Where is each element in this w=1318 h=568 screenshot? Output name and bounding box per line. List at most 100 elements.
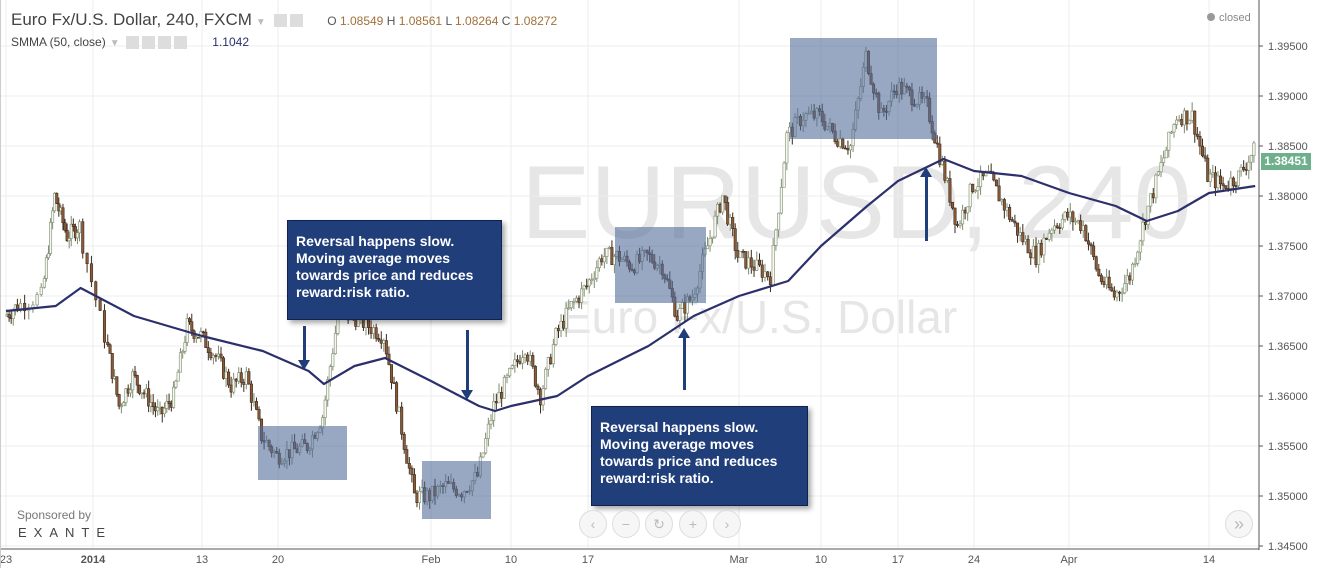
candle xyxy=(961,209,965,225)
zoom-out-button[interactable]: − xyxy=(612,510,640,538)
candle xyxy=(505,375,509,378)
high-label: H xyxy=(386,14,396,28)
candle xyxy=(782,162,786,188)
candle xyxy=(133,371,137,376)
ohlc-values: O 1.08549 H 1.08561 L 1.08264 C 1.08272 xyxy=(327,14,557,28)
candle xyxy=(326,379,330,401)
candle xyxy=(333,333,337,355)
candle xyxy=(1141,221,1145,242)
candle xyxy=(410,467,414,475)
candle xyxy=(412,474,416,494)
y-tick-label: 1.38000 xyxy=(1268,191,1308,203)
candle xyxy=(244,371,248,385)
candle xyxy=(721,195,725,213)
candle xyxy=(1125,275,1129,284)
source-icon[interactable] xyxy=(157,36,171,50)
candle xyxy=(131,371,135,391)
scroll-right-button[interactable]: › xyxy=(713,510,741,538)
candle xyxy=(1167,131,1171,151)
eye-icon[interactable] xyxy=(273,14,287,28)
highlight-box xyxy=(615,227,706,303)
candle xyxy=(1221,183,1225,186)
candle xyxy=(849,145,853,151)
candle xyxy=(1149,193,1153,207)
reset-button[interactable]: ↻ xyxy=(645,510,673,538)
candle xyxy=(1110,287,1114,292)
candle xyxy=(1211,172,1215,175)
candle xyxy=(1018,232,1022,236)
candle xyxy=(229,384,233,393)
callout-line: reward:risk ratio. xyxy=(600,470,714,486)
candle xyxy=(1156,171,1160,176)
candle xyxy=(372,327,376,334)
x-tick-label: 10 xyxy=(505,554,517,566)
candle xyxy=(1219,175,1223,185)
indicator-value: 1.1042 xyxy=(212,35,249,49)
indicator-title[interactable]: SMMA (50, close) xyxy=(11,35,106,49)
candle xyxy=(1115,291,1119,298)
candle xyxy=(1138,240,1142,253)
eye-icon[interactable] xyxy=(125,36,139,50)
candle xyxy=(402,433,406,450)
candle xyxy=(1107,276,1111,289)
candle xyxy=(249,383,253,403)
candle xyxy=(838,138,842,147)
scroll-to-latest-button[interactable]: » xyxy=(1225,510,1253,538)
symbol-title[interactable]: Euro Fx/U.S. Dollar, 240, FXCM xyxy=(11,10,252,29)
candle xyxy=(1042,237,1046,256)
candle xyxy=(1005,206,1009,211)
candle xyxy=(1175,119,1179,125)
candle xyxy=(738,251,742,258)
candle xyxy=(188,318,192,323)
candle xyxy=(1177,119,1181,121)
candle xyxy=(147,388,151,407)
callout-box: Reversal happens slow. Moving average mo… xyxy=(287,220,502,320)
candle xyxy=(723,195,727,203)
candle xyxy=(102,310,106,343)
candle xyxy=(392,382,396,384)
scroll-left-button[interactable]: ‹ xyxy=(579,510,607,538)
candle xyxy=(559,320,563,332)
candle xyxy=(1146,205,1150,225)
candle xyxy=(938,143,942,165)
candle xyxy=(950,201,954,209)
x-tick-label: 17 xyxy=(582,554,594,566)
candle xyxy=(521,357,525,364)
candle xyxy=(252,401,256,403)
candle xyxy=(1063,211,1067,220)
candle xyxy=(736,250,740,258)
candle xyxy=(1076,220,1080,222)
candle xyxy=(69,223,73,239)
candle xyxy=(1047,232,1051,240)
candle xyxy=(747,257,751,269)
sponsor-logo[interactable]: EXANTE xyxy=(18,525,113,540)
candle xyxy=(771,245,775,286)
high-value: 1.08561 xyxy=(398,14,443,28)
zoom-in-button[interactable]: + xyxy=(679,510,707,538)
candle xyxy=(108,344,112,354)
chevron-down-icon[interactable]: ▼ xyxy=(109,38,120,49)
candle xyxy=(760,264,764,278)
gear-icon[interactable] xyxy=(289,14,303,28)
callout-line: towards price and reduces xyxy=(296,267,474,283)
gear-icon[interactable] xyxy=(141,36,155,50)
close-icon[interactable] xyxy=(173,36,187,50)
candle xyxy=(389,364,393,383)
candle xyxy=(181,351,185,354)
arrow-up-icon xyxy=(678,328,690,390)
candle xyxy=(935,142,939,145)
candle xyxy=(551,344,555,365)
candle xyxy=(1023,238,1027,243)
candle xyxy=(592,277,596,281)
candle xyxy=(1193,110,1197,135)
candle xyxy=(595,267,599,279)
chevron-down-icon[interactable]: ▼ xyxy=(255,17,266,28)
candle xyxy=(1252,142,1256,156)
callout-line: Reversal happens slow. xyxy=(600,419,759,435)
candle xyxy=(178,352,182,373)
candle xyxy=(204,331,208,348)
candle xyxy=(1000,199,1004,202)
candle xyxy=(1180,119,1184,126)
candle xyxy=(597,258,601,269)
